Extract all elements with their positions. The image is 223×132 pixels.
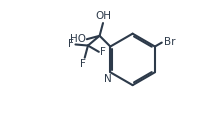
Text: F: F	[68, 39, 74, 50]
Text: OH: OH	[96, 11, 112, 21]
Text: F: F	[100, 48, 106, 57]
Text: Br: Br	[164, 37, 175, 47]
Text: N: N	[104, 74, 112, 84]
Text: F: F	[81, 59, 86, 69]
Text: HO: HO	[70, 34, 86, 44]
